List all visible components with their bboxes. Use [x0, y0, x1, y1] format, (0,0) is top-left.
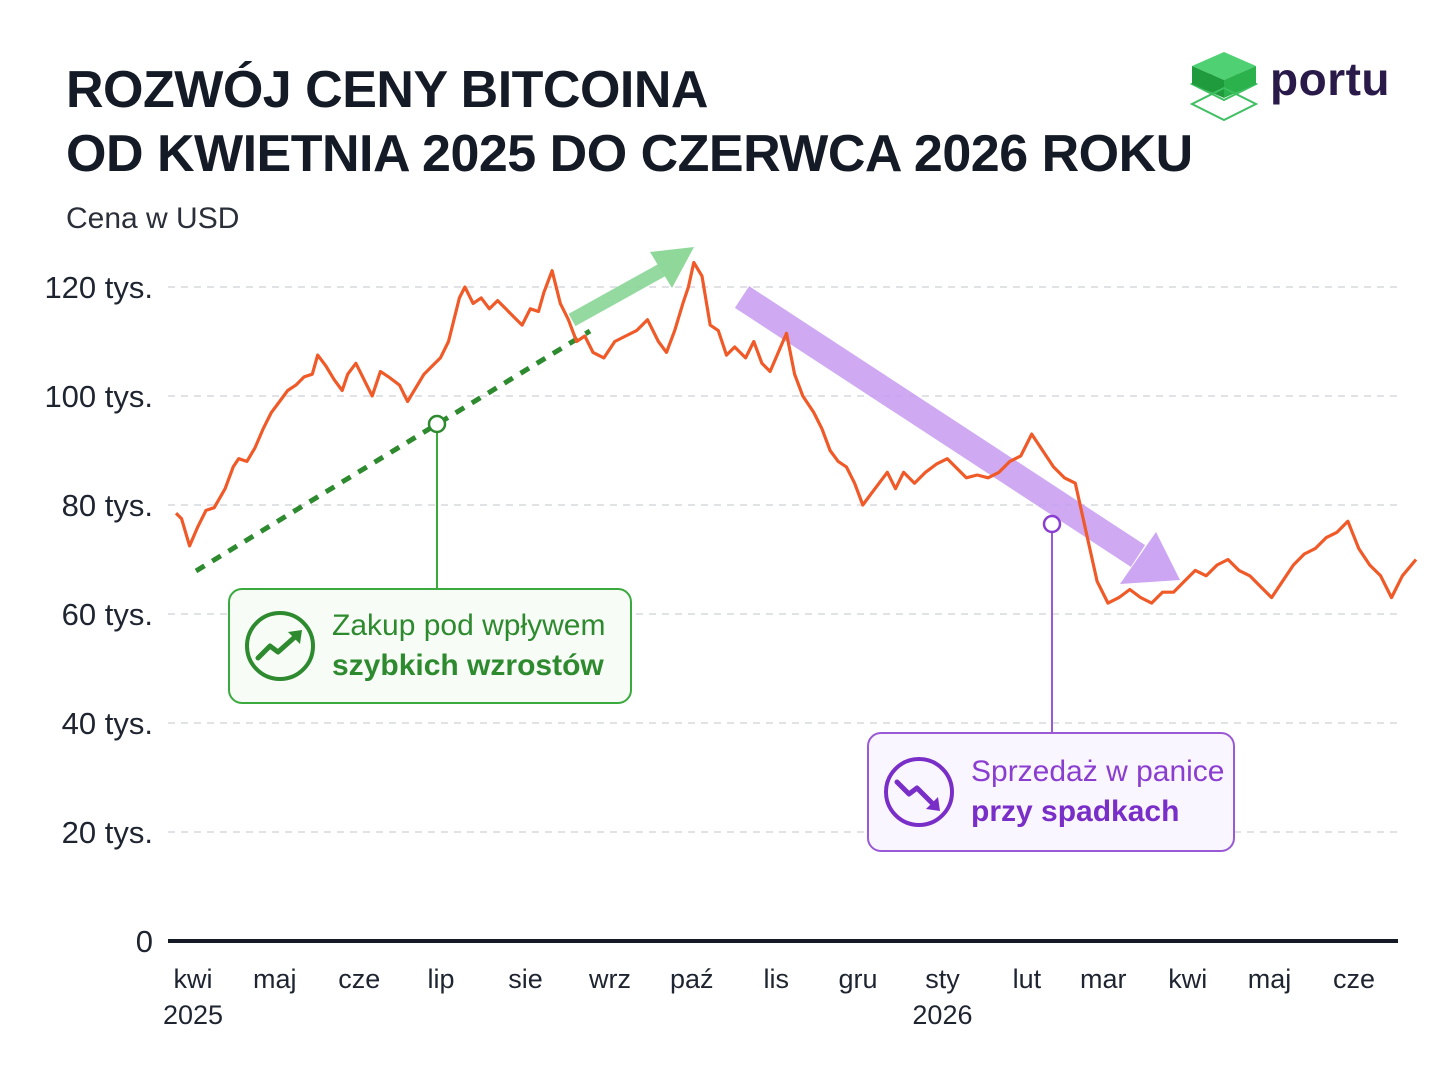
rise-arrow — [568, 247, 694, 327]
y-ticks: 0 20 tys. 40 tys. 60 tys. 80 tys. 100 tys. 120… — [44, 270, 153, 959]
x-tick-label: kwi — [1168, 964, 1207, 994]
buy-annotation-line1: Zakup pod wpływem — [332, 609, 606, 642]
logo-text: portu — [1270, 53, 1391, 105]
y-tick-label: 100 tys. — [44, 379, 153, 414]
x-tick-year-label: 2025 — [163, 1000, 223, 1030]
x-tick-label: kwi — [174, 964, 213, 994]
trend-down-icon — [884, 757, 954, 827]
x-tick-label: lis — [763, 964, 789, 994]
x-tick-label: lip — [427, 964, 454, 994]
cube-logo-icon — [1189, 52, 1259, 122]
chart-title-line1: ROZWÓJ CENY BITCOINA — [66, 61, 708, 119]
x-ticks: kwi 2025 maj cze lip sie wrz paź lis gru sty 2026 lu… — [163, 964, 1375, 1030]
buy-connector — [427, 414, 447, 588]
y-axis-label: Cena w USD — [66, 202, 239, 235]
rise-trend-dotted-line — [194, 328, 592, 574]
y-tick-label: 0 — [136, 924, 153, 959]
x-tick-label: sty — [925, 964, 960, 994]
sell-annotation: Sprzedaż w panice przy spadkach — [867, 732, 1235, 852]
sell-connector — [1042, 514, 1062, 732]
x-tick-label: paź — [670, 964, 714, 994]
x-tick-label: gru — [838, 964, 877, 994]
sell-annotation-line2: przy spadkach — [971, 795, 1180, 828]
x-tick-label: mar — [1080, 964, 1127, 994]
y-tick-label: 60 tys. — [62, 597, 153, 632]
x-tick-label: wrz — [588, 964, 631, 994]
y-tick-label: 120 tys. — [44, 270, 153, 305]
x-tick-year-label: 2026 — [912, 1000, 972, 1030]
chart-title: ROZWÓJ CENY BITCOINA OD KWIETNIA 2025 DO… — [66, 58, 1193, 186]
x-tick-label: cze — [1333, 964, 1375, 994]
grid-lines — [168, 286, 1398, 833]
y-tick-label: 40 tys. — [62, 706, 153, 741]
x-tick-label: maj — [1248, 964, 1292, 994]
x-tick-label: lut — [1013, 964, 1042, 994]
x-tick-label: cze — [338, 964, 380, 994]
chart-title-line2: OD KWIETNIA 2025 DO CZERWCA 2026 ROKU — [66, 125, 1193, 183]
x-tick-label: maj — [253, 964, 297, 994]
buy-annotation: Zakup pod wpływem szybkich wzrostów — [228, 588, 632, 704]
y-tick-label: 80 tys. — [62, 488, 153, 523]
fall-arrow — [734, 286, 1180, 584]
buy-annotation-line2: szybkich wzrostów — [332, 649, 604, 682]
portu-logo: portu — [1186, 48, 1406, 124]
sell-annotation-line1: Sprzedaż w panice — [971, 755, 1225, 788]
y-tick-label: 20 tys. — [62, 815, 153, 850]
price-series-line — [174, 260, 1418, 605]
trend-up-icon — [245, 611, 315, 681]
x-tick-label: sie — [508, 964, 543, 994]
